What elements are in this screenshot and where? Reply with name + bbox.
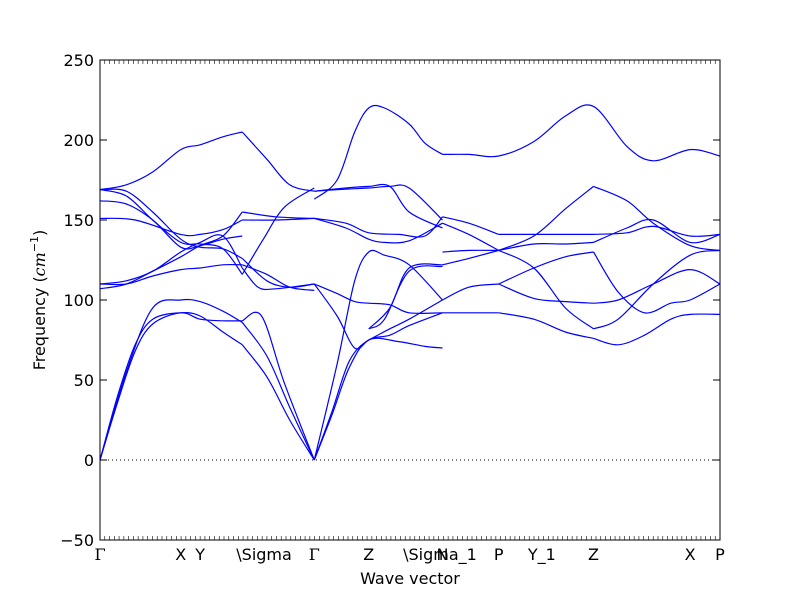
band-line-36 — [442, 249, 499, 266]
band-line-27 — [313, 104, 443, 200]
x-tick-label: Z — [363, 545, 374, 564]
band-line-50 — [593, 218, 721, 244]
y-tick-label: 100 — [63, 291, 94, 310]
x-tick-label: X — [685, 545, 696, 564]
y-axis-title: Frequency (cm−1) — [28, 230, 49, 371]
x-tick-labels: Γ X Y \Sigma Γ Z \Sigma_1N P Y_1 Z X P — [94, 545, 725, 565]
y-tick-label: 250 — [63, 51, 94, 70]
band-line-1 — [99, 312, 243, 461]
band-line-15 — [241, 187, 315, 275]
band-line-3 — [99, 312, 243, 461]
band-line-5 — [99, 298, 243, 461]
band-line-47 — [498, 312, 594, 339]
band-line-18 — [242, 217, 315, 221]
band-line-25 — [99, 131, 243, 191]
band-line-39 — [442, 283, 499, 301]
x-tick-label: \Sigma_1 — [403, 545, 477, 565]
y-tick-label: −50 — [60, 531, 94, 550]
y-tick-label: 150 — [63, 211, 94, 230]
band-line-30 — [314, 183, 443, 229]
x-tick-label: P — [494, 545, 504, 564]
series-layer — [99, 104, 721, 461]
band-line-14 — [99, 189, 243, 275]
band-line-19 — [99, 211, 243, 290]
x-tick-label: N — [437, 545, 449, 564]
band-line-16 — [99, 200, 243, 250]
band-line-48 — [593, 185, 721, 251]
y-tick-label: 200 — [63, 131, 94, 150]
x-tick-label: Γ — [309, 545, 320, 564]
x-tick-label: P — [715, 545, 725, 564]
x-tick-label: Z — [588, 545, 599, 564]
band-line-38 — [313, 283, 443, 350]
x-tick-label: X — [175, 545, 186, 564]
y-axis-unit-exponent: −1 — [28, 236, 41, 252]
y-axis-unit: cm — [30, 252, 49, 276]
band-line-37 — [314, 283, 443, 314]
x-tick-label: Γ — [94, 545, 105, 564]
band-line-32 — [314, 216, 443, 238]
band-line-7 — [313, 249, 443, 461]
band-line-11 — [368, 265, 443, 330]
band-line-4 — [241, 311, 315, 461]
band-line-52 — [593, 268, 721, 304]
band-line-42 — [498, 241, 594, 251]
band-line-45 — [498, 251, 594, 285]
band-line-17 — [99, 217, 243, 237]
band-line-24 — [241, 267, 315, 291]
band-line-33 — [442, 216, 499, 235]
band-line-2 — [241, 344, 315, 461]
x-tick-label: Y — [194, 545, 205, 564]
band-line-49 — [593, 225, 721, 237]
band-line-51 — [593, 251, 721, 314]
y-tick-labels: −50 0 50 100 150 200 250 — [60, 51, 94, 550]
band-line-26 — [241, 131, 315, 192]
y-tick-label: 0 — [84, 451, 94, 470]
x-axis-title: Wave vector — [360, 569, 460, 588]
band-line-20 — [242, 211, 315, 219]
band-line-9 — [313, 337, 443, 461]
y-tick-label: 50 — [74, 371, 94, 390]
band-line-35 — [442, 249, 499, 253]
band-line-23 — [99, 234, 243, 285]
band-line-53 — [593, 249, 721, 330]
band-line-28 — [442, 104, 721, 162]
band-line-46 — [498, 283, 594, 304]
band-line-31 — [314, 217, 443, 244]
band-line-10 — [368, 263, 443, 330]
band-line-54 — [593, 313, 721, 346]
band-line-44 — [498, 249, 594, 330]
band-line-29 — [314, 184, 443, 221]
band-line-6 — [241, 322, 315, 461]
x-tick-label: \Sigma — [236, 545, 292, 564]
tick-layer — [99, 59, 721, 541]
x-tick-label: Y_1 — [527, 545, 556, 565]
band-line-34 — [442, 222, 499, 251]
plot-frame — [99, 59, 721, 541]
band-line-21 — [99, 263, 243, 286]
band-line-22 — [242, 264, 315, 291]
y-axis-title-text: Frequency — [30, 288, 49, 371]
band-line-43 — [498, 185, 594, 251]
